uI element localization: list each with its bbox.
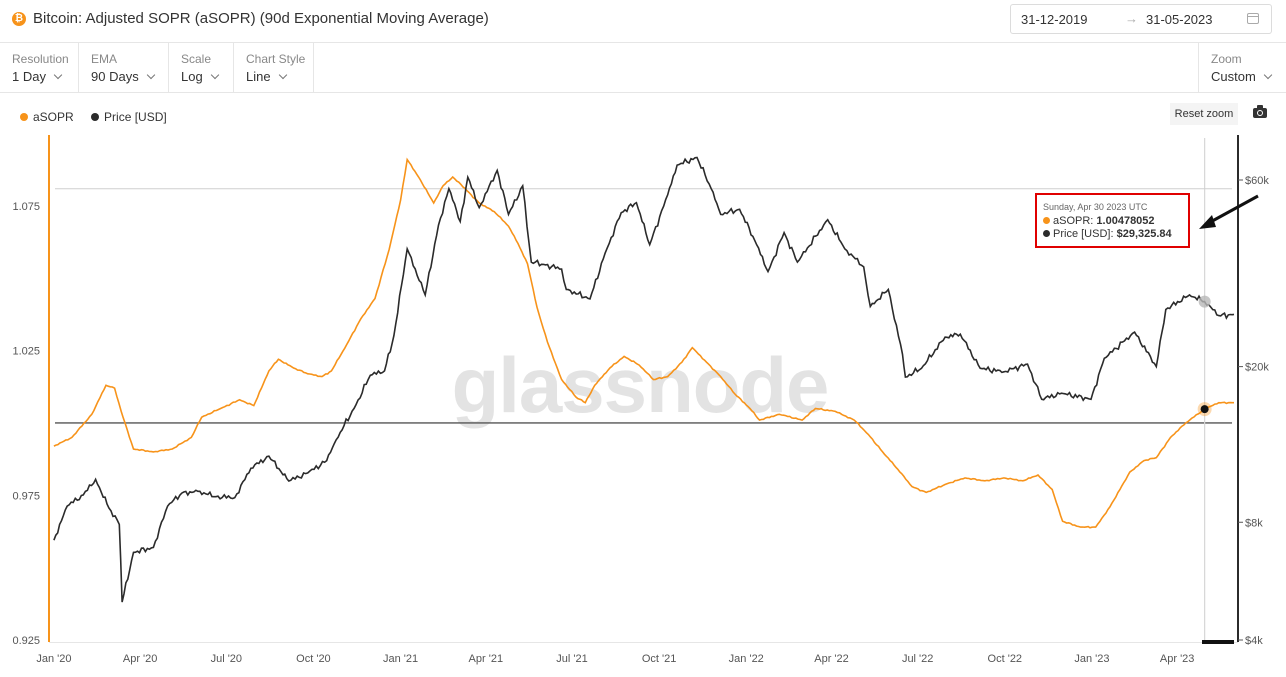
- zoom-value[interactable]: Custom: [1211, 69, 1273, 84]
- calendar-icon[interactable]: [1247, 13, 1259, 24]
- y-tick-label-right: $8k: [1245, 517, 1263, 529]
- ema-value[interactable]: 90 Days: [91, 69, 155, 84]
- legend-item-price[interactable]: Price [USD]: [91, 110, 167, 124]
- right-axis-ticks: $4k $8k $20k $60k: [1238, 175, 1269, 647]
- x-tick-label: Apr '20: [123, 653, 158, 665]
- y-tick-label-right: $60k: [1245, 175, 1269, 187]
- highlight-point-price: [1198, 295, 1211, 308]
- x-tick-label: Apr '21: [469, 653, 504, 665]
- y-tick-label-left: 1.075: [12, 201, 40, 213]
- x-tick-label: Jan '23: [1074, 653, 1109, 665]
- x-tick-label: Jan '20: [36, 653, 71, 665]
- x-tick-label: Oct '20: [296, 653, 331, 665]
- chart-title: Bitcoin: Adjusted SOPR (aSOPR) (90d Expo…: [33, 10, 489, 27]
- x-tick-label: Oct '22: [988, 653, 1023, 665]
- chart-style-label: Chart Style: [246, 52, 306, 66]
- watermark: glassnode: [452, 341, 829, 429]
- y-tick-label-left: 0.925: [12, 635, 40, 647]
- x-tick-label: Apr '22: [814, 653, 849, 665]
- date-to-input[interactable]: 31-05-2023: [1146, 12, 1213, 27]
- left-axis-ticks: 0.925 0.975 1.025 1.075: [12, 201, 40, 647]
- chart-tooltip: Sunday, Apr 30 2023 UTC aSOPR: 1.0047805…: [1035, 193, 1190, 248]
- series-line-asopr: [53, 157, 1234, 529]
- resolution-label: Resolution: [12, 52, 69, 66]
- black-dot-icon: [1043, 230, 1050, 237]
- camera-icon[interactable]: [1253, 105, 1267, 118]
- scale-label: Scale: [181, 52, 212, 66]
- chart-legend: aSOPR Price [USD]: [20, 110, 181, 124]
- zoom-label: Zoom: [1211, 52, 1242, 66]
- chart-style-value[interactable]: Line: [246, 69, 287, 84]
- x-tick-label: Apr '23: [1160, 653, 1195, 665]
- title-bar: ₿ Bitcoin: Adjusted SOPR (aSOPR) (90d Ex…: [0, 0, 1286, 43]
- legend-item-asopr[interactable]: aSOPR: [20, 110, 74, 124]
- y-tick-label-right: $20k: [1245, 362, 1269, 374]
- orange-dot-icon: [20, 113, 28, 121]
- date-from-input[interactable]: 31-12-2019: [1021, 12, 1088, 27]
- ema-select[interactable]: EMA 90 Days: [79, 43, 169, 92]
- resolution-select[interactable]: Resolution 1 Day: [0, 43, 79, 92]
- date-range-picker[interactable]: 31-12-2019 → 31-05-2023: [1010, 4, 1272, 34]
- series-line-price: [53, 156, 1235, 603]
- resolution-value[interactable]: 1 Day: [12, 69, 63, 84]
- chart-controls: Resolution 1 Day EMA 90 Days Scale Log C…: [0, 43, 1286, 93]
- ema-label: EMA: [91, 52, 118, 66]
- x-tick-label: Jan '22: [729, 653, 764, 665]
- orange-dot-icon: [1043, 217, 1050, 224]
- x-tick-label: Jul '22: [902, 653, 933, 665]
- scale-select[interactable]: Scale Log: [169, 43, 234, 92]
- reset-zoom-button[interactable]: Reset zoom: [1170, 103, 1238, 125]
- arrow-right-icon: →: [1125, 11, 1138, 26]
- y-tick-label-left: 1.025: [12, 346, 40, 358]
- annotation-arrow: [1204, 194, 1259, 227]
- scale-value[interactable]: Log: [181, 69, 219, 84]
- chart-style-select[interactable]: Chart Style Line: [234, 43, 314, 92]
- tooltip-date: Sunday, Apr 30 2023 UTC: [1043, 202, 1148, 212]
- x-tick-label: Jul '20: [211, 653, 242, 665]
- zoom-select[interactable]: Zoom Custom: [1198, 43, 1286, 92]
- highlight-point-asopr: [1200, 405, 1209, 414]
- y-tick-label-right: $4k: [1245, 635, 1263, 647]
- y-tick-label-left: 0.975: [12, 490, 40, 502]
- tooltip-row-asopr: aSOPR: 1.00478052: [1043, 215, 1188, 227]
- navigator-handle[interactable]: [1202, 640, 1234, 644]
- black-dot-icon: [91, 113, 100, 121]
- x-axis-ticks: Jan '20 Apr '20 Jul '20 Oct '20 Jan '21 Apr '…: [36, 653, 1194, 665]
- bitcoin-icon: ₿: [12, 12, 26, 26]
- x-tick-label: Jul '21: [556, 653, 587, 665]
- x-tick-label: Oct '21: [642, 653, 677, 665]
- x-tick-label: Jan '21: [383, 653, 418, 665]
- annotation-arrow-head-icon: [1199, 215, 1216, 229]
- tooltip-row-price: Price [USD]: $29,325.84: [1043, 228, 1188, 240]
